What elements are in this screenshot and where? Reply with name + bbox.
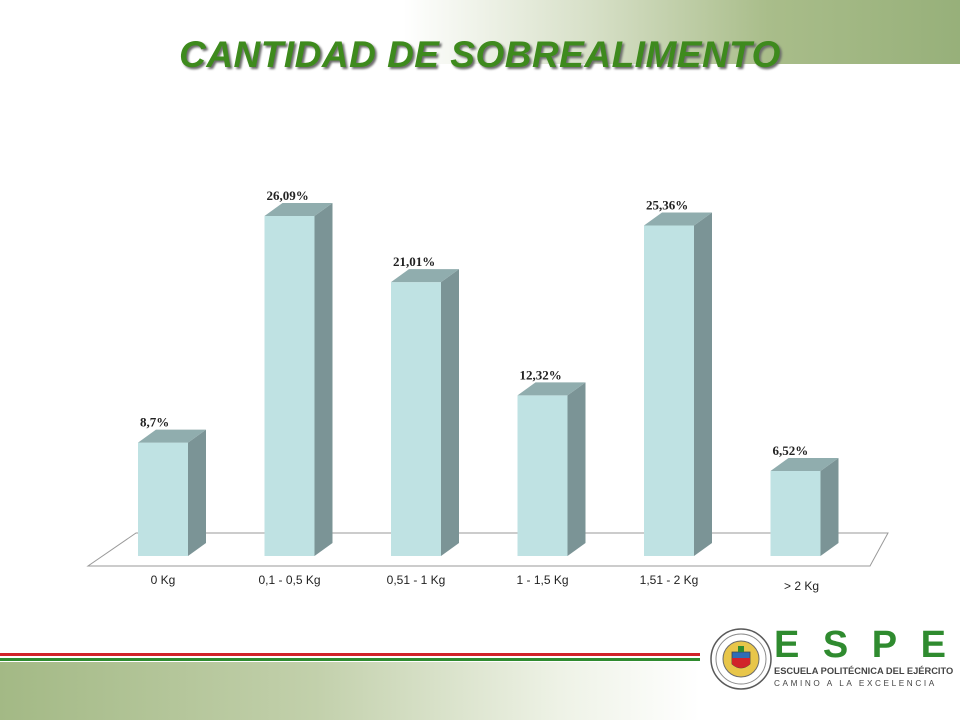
espe-logo: E S P E ESCUELA POLITÉCNICA DEL EJÉRCITO… — [704, 622, 954, 698]
page-title: CANTIDAD DE SOBREALIMENTO — [179, 34, 781, 75]
bar-side — [441, 269, 459, 556]
bar-top — [644, 212, 712, 226]
footer-stripe-white — [0, 656, 700, 658]
data-label: 25,36% — [646, 197, 688, 212]
footer-stripe-green — [0, 658, 700, 661]
category-label: 0,1 - 0,5 Kg — [258, 573, 320, 587]
bar — [391, 269, 459, 556]
data-label: 21,01% — [393, 254, 435, 269]
category-label: 1,51 - 2 Kg — [640, 573, 699, 587]
bar-side — [314, 202, 333, 556]
bar-front — [391, 282, 441, 556]
footer-stripe-red — [0, 653, 700, 656]
bottom-decor-band — [0, 662, 700, 720]
chart-labels: 8,7% 0 Kg 26,09% 0,1 - 0,5 Kg 21,01% 0,51 - 1… — [140, 188, 819, 593]
bar-side — [820, 458, 839, 556]
bar-front — [770, 471, 821, 556]
chart-floor-outline — [86, 532, 889, 567]
bar-side — [567, 382, 586, 556]
bar — [770, 458, 839, 556]
bar-side — [188, 429, 206, 556]
bar — [517, 382, 586, 556]
bar — [138, 429, 206, 556]
school-motto: CAMINO A LA EXCELENCIA — [774, 679, 937, 688]
bar-top — [391, 269, 459, 283]
bar-top — [770, 458, 839, 472]
bar-front — [264, 215, 315, 556]
category-label: 0 Kg — [151, 573, 176, 587]
espe-wordmark: E S P E — [774, 624, 946, 666]
bar-top — [138, 429, 206, 443]
data-label: 12,32% — [520, 367, 562, 382]
bar-top — [517, 382, 586, 396]
category-label: 1 - 1,5 Kg — [516, 573, 568, 587]
school-name: ESCUELA POLITÉCNICA DEL EJÉRCITO — [774, 666, 954, 676]
bar-front — [138, 442, 188, 556]
bar — [264, 202, 333, 556]
logo-letter: P — [871, 624, 898, 666]
bar-front — [644, 225, 694, 556]
bar-front — [517, 395, 568, 556]
top-decor-band — [0, 0, 960, 64]
data-label: 6,52% — [773, 443, 809, 458]
bar-side — [694, 212, 712, 556]
data-label: 8,7% — [140, 415, 169, 430]
chart-floor — [86, 532, 889, 567]
logo-letter: S — [822, 624, 849, 666]
logo-letter: E — [920, 624, 946, 666]
bar — [644, 212, 712, 556]
bar-chart: 8,7% 0 Kg 26,09% 0,1 - 0,5 Kg 21,01% 0,51 - 1… — [86, 188, 889, 593]
category-label: 0,51 - 1 Kg — [387, 573, 446, 587]
school-seal-icon — [710, 628, 772, 690]
bar-top — [264, 202, 333, 216]
category-label: > 2 Kg — [784, 579, 819, 593]
data-label: 26,09% — [267, 188, 309, 203]
logo-letter: E — [774, 624, 800, 666]
chart-bars — [138, 202, 839, 556]
